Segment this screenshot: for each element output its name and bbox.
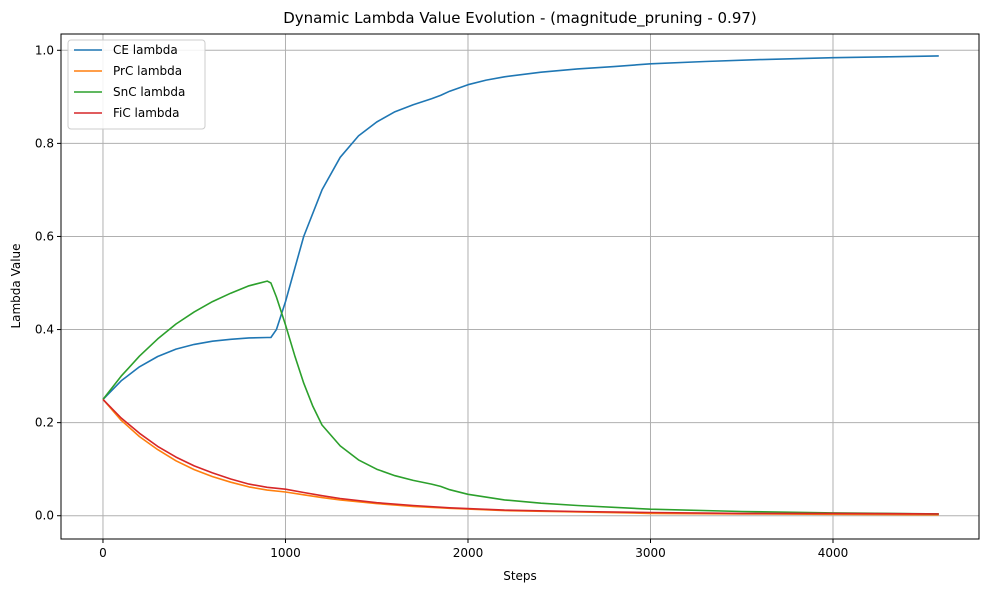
- x-tick-label: 0: [99, 546, 107, 560]
- grid-layer: [61, 34, 979, 539]
- snc-lambda-legend-label: SnC lambda: [113, 85, 185, 99]
- chart-title: Dynamic Lambda Value Evolution - (magnit…: [283, 9, 757, 28]
- x-tick-label: 3000: [635, 546, 666, 560]
- fic-lambda-series-line: [102, 398, 939, 515]
- x-tick-label: 1000: [270, 546, 301, 560]
- fic-lambda-legend-label: FiC lambda: [113, 106, 180, 120]
- y-tick-label: 0.8: [35, 136, 54, 150]
- prc-lambda-legend-label: PrC lambda: [113, 64, 182, 78]
- y-tick-label: 0.2: [35, 416, 54, 430]
- y-tick-label: 0.6: [35, 229, 54, 243]
- y-tick-label: 0.4: [35, 323, 54, 337]
- series-layer: [102, 55, 939, 516]
- legend-items: CE lambda PrC lambda SnC lambda FiC lambda: [74, 43, 185, 120]
- prc-lambda-series-line: [102, 398, 939, 516]
- ce-lambda-legend-label: CE lambda: [113, 43, 178, 57]
- snc-lambda-series-line: [102, 280, 939, 515]
- ce-lambda-series-line: [102, 55, 939, 400]
- y-tick-label: 0.0: [35, 509, 54, 523]
- y-axis-label: Lambda Value: [9, 243, 23, 328]
- x-tick-label: 4000: [818, 546, 849, 560]
- x-axis-label: Steps: [503, 569, 537, 583]
- y-tick-label: 1.0: [35, 43, 54, 57]
- plot-frame: [60, 33, 980, 540]
- x-tick-label: 2000: [453, 546, 484, 560]
- legend-box: [67, 39, 206, 130]
- legend: CE lambda PrC lambda SnC lambda FiC lambda: [67, 39, 206, 130]
- tick-layer: 0 1000 2000 3000 4000 0.0 0.2 0.4 0.6 0.8 1.0: [35, 43, 848, 560]
